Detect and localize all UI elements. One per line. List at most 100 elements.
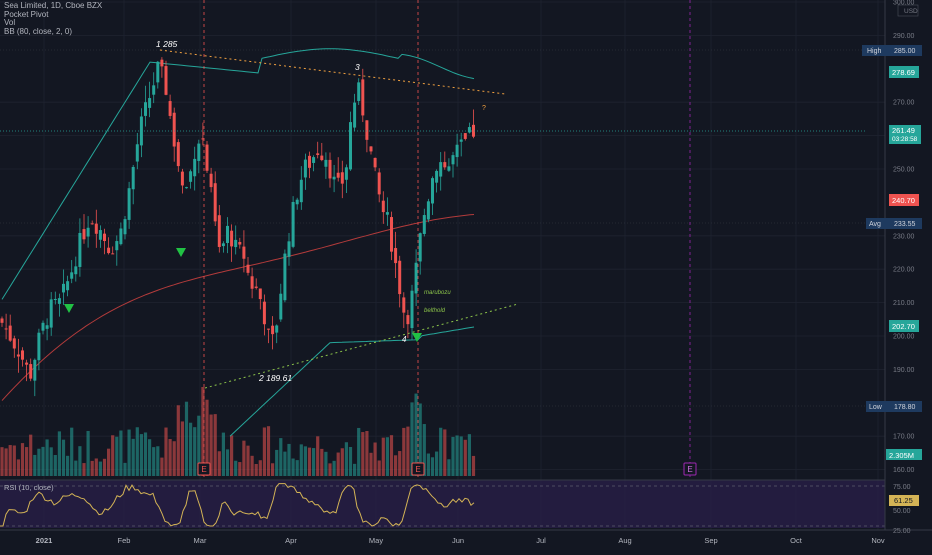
candle[interactable] <box>422 208 426 237</box>
candle[interactable] <box>455 133 459 167</box>
symbol-title[interactable]: Sea Limited, 1D, Cboe BZX <box>4 1 103 10</box>
candle[interactable] <box>324 152 328 179</box>
candle[interactable] <box>377 168 381 203</box>
candle[interactable] <box>0 316 4 327</box>
candle[interactable] <box>82 214 86 244</box>
candle[interactable] <box>53 291 57 305</box>
candle[interactable] <box>426 198 430 223</box>
candle[interactable] <box>390 211 393 261</box>
candle[interactable] <box>189 169 193 189</box>
candle[interactable] <box>279 283 283 322</box>
candle[interactable] <box>299 166 303 210</box>
candle[interactable] <box>160 57 164 78</box>
candle[interactable] <box>144 85 147 127</box>
candle[interactable] <box>115 235 119 266</box>
candle[interactable] <box>37 328 41 371</box>
candle[interactable] <box>332 165 336 193</box>
support-trendline[interactable] <box>204 303 519 389</box>
candle[interactable] <box>472 109 475 139</box>
candle[interactable] <box>439 152 443 191</box>
candle[interactable] <box>250 267 254 299</box>
candle[interactable] <box>369 146 373 155</box>
candle[interactable] <box>283 249 287 303</box>
candle[interactable] <box>217 205 221 253</box>
indicator-pocket-pivot[interactable]: Pocket Pivot <box>4 9 49 19</box>
candle[interactable] <box>361 68 365 123</box>
candle[interactable] <box>213 171 217 227</box>
candle[interactable] <box>107 237 111 255</box>
candle[interactable] <box>373 157 377 172</box>
candle[interactable] <box>254 278 258 290</box>
candle[interactable] <box>90 220 94 225</box>
candle[interactable] <box>230 224 234 262</box>
candle[interactable] <box>156 60 160 89</box>
candle[interactable] <box>152 72 156 104</box>
candle[interactable] <box>271 316 275 350</box>
candle[interactable] <box>320 142 324 162</box>
candle[interactable] <box>459 132 463 157</box>
candle[interactable] <box>402 292 406 329</box>
candle[interactable] <box>21 347 24 367</box>
candle[interactable] <box>41 320 45 335</box>
candle[interactable] <box>45 318 49 341</box>
candle[interactable] <box>119 222 123 246</box>
indicator-bollinger[interactable]: BB (80, close, 2, 0) <box>4 26 73 36</box>
earnings-badge-2[interactable]: E <box>411 462 425 476</box>
currency-toggle[interactable] <box>897 4 919 17</box>
candle[interactable] <box>365 120 369 153</box>
candle[interactable] <box>185 186 188 189</box>
candle[interactable] <box>238 237 242 249</box>
candle[interactable] <box>267 328 270 344</box>
candle[interactable] <box>172 107 176 162</box>
candle[interactable] <box>74 256 78 282</box>
candle[interactable] <box>98 225 102 248</box>
time-axis[interactable]: 2021 Feb Mar Apr May Jun Jul Aug Sep Oct Nov <box>36 536 885 545</box>
candle[interactable] <box>94 209 98 248</box>
candle[interactable] <box>226 217 229 254</box>
candle[interactable] <box>164 60 168 96</box>
candle[interactable] <box>57 293 61 317</box>
candle[interactable] <box>467 122 471 134</box>
candle[interactable] <box>148 81 152 118</box>
candle[interactable] <box>103 228 106 255</box>
candle[interactable] <box>312 155 316 172</box>
candle[interactable] <box>451 151 455 178</box>
candle[interactable] <box>262 294 266 336</box>
candlesticks[interactable] <box>0 57 476 397</box>
candle[interactable] <box>353 93 357 132</box>
candle[interactable] <box>168 94 172 120</box>
candle[interactable] <box>193 146 197 191</box>
candle[interactable] <box>291 196 295 249</box>
candle[interactable] <box>25 359 29 382</box>
indicator-volume[interactable]: Vol <box>4 18 16 28</box>
candle[interactable] <box>418 232 422 275</box>
candle[interactable] <box>197 139 201 174</box>
candle[interactable] <box>275 324 279 344</box>
candle[interactable] <box>131 164 135 205</box>
candle[interactable] <box>340 160 344 199</box>
candle[interactable] <box>70 260 74 284</box>
candle[interactable] <box>234 225 238 255</box>
candle[interactable] <box>410 284 414 340</box>
candle[interactable] <box>78 218 82 277</box>
candle[interactable] <box>295 197 299 210</box>
candle[interactable] <box>435 169 439 193</box>
candle[interactable] <box>303 153 307 190</box>
candle[interactable] <box>447 158 451 172</box>
candle[interactable] <box>176 139 180 172</box>
candle[interactable] <box>349 111 352 171</box>
candle[interactable] <box>381 191 385 224</box>
candle[interactable] <box>127 181 131 229</box>
candle[interactable] <box>246 256 250 276</box>
candle[interactable] <box>12 335 16 358</box>
candle[interactable] <box>111 246 115 255</box>
candle[interactable] <box>49 292 53 336</box>
candle[interactable] <box>205 141 209 173</box>
candle[interactable] <box>336 157 340 182</box>
candle[interactable] <box>328 152 332 188</box>
candle[interactable] <box>201 122 205 146</box>
candle[interactable] <box>385 197 389 226</box>
candle[interactable] <box>33 358 37 397</box>
